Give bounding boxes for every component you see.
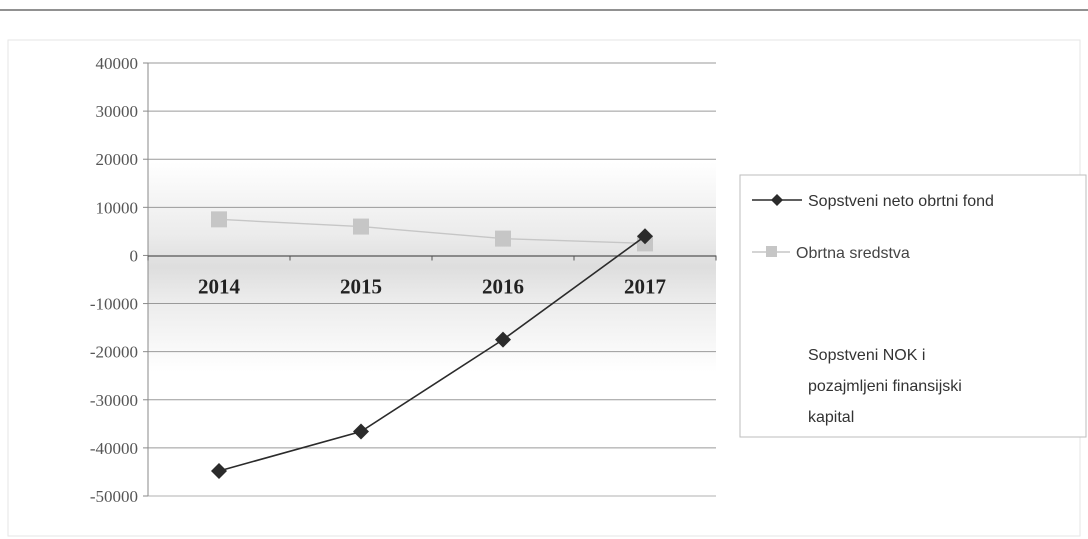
legend-marker-square — [766, 246, 777, 257]
y-tick-label: 40000 — [96, 54, 139, 73]
plot-shade-band — [148, 162, 716, 372]
data-point-series-2 — [495, 230, 511, 247]
data-point-series-2 — [211, 211, 227, 228]
legend: Sopstveni neto obrtni fond Obrtna sredst… — [739, 174, 1087, 438]
x-tick-label: 2017 — [624, 274, 666, 298]
x-tick-label: 2014 — [198, 274, 241, 298]
y-tick-label: 30000 — [96, 102, 139, 121]
y-tick-label: -30000 — [90, 391, 138, 410]
legend-item-sopstveni-nok: Sopstveni NOK i pozajmljeni finansijski … — [808, 347, 962, 426]
data-point-series-2 — [353, 218, 369, 235]
series-layer — [211, 211, 653, 479]
x-tick-label: 2016 — [482, 274, 524, 298]
series-line-1 — [218, 235, 646, 472]
y-tick-label: 20000 — [96, 150, 139, 169]
legend-box — [739, 174, 1087, 438]
y-tick-label: 10000 — [96, 198, 139, 217]
y-tick-labels: 40000 30000 20000 10000 0 -10000 -20000 -30000 -… — [90, 54, 148, 506]
y-tick-label: -20000 — [90, 343, 138, 362]
y-tick-label: -10000 — [90, 295, 138, 314]
x-tick-labels: 2014 2015 2016 2017 — [147, 255, 717, 298]
legend-item-obrtna-sredstva: Obrtna sredstva — [752, 245, 910, 262]
y-tick-label: -40000 — [90, 439, 138, 458]
y-tick-label: 0 — [130, 246, 139, 265]
legend-label-series-3-line-3: kapital — [808, 409, 854, 426]
legend-label-series-2: Obrtna sredstva — [796, 245, 910, 262]
series-line-2 — [218, 218, 646, 245]
data-point-series-1 — [495, 331, 511, 348]
legend-label-series-1: Sopstveni neto obrtni fond — [808, 193, 994, 210]
x-tick-label: 2015 — [340, 274, 382, 298]
data-point-series-1 — [637, 228, 653, 245]
data-point-series-1 — [353, 423, 369, 440]
data-point-series-1 — [211, 462, 227, 479]
legend-label-series-3-line-1: Sopstveni NOK i — [808, 347, 925, 364]
legend-marker-diamond — [771, 194, 783, 206]
legend-label-series-3-line-2: pozajmljeni finansijski — [808, 378, 962, 395]
gridlines — [148, 62, 716, 497]
y-tick-label: -50000 — [90, 487, 138, 506]
legend-item-sopstveni-neto-obrtni-fond: Sopstveni neto obrtni fond — [752, 193, 994, 210]
